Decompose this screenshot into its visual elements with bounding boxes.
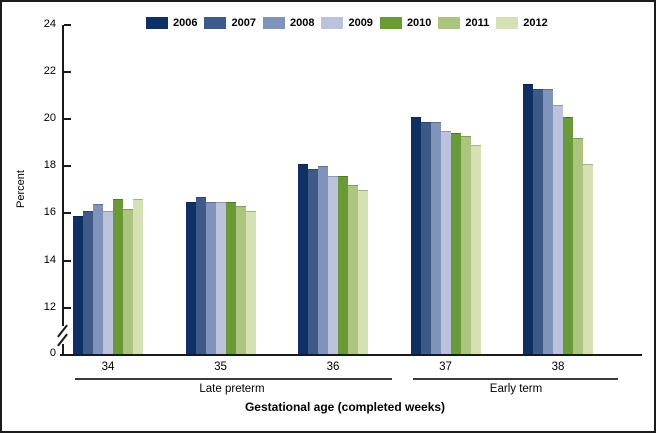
legend-swatch-2011 (438, 17, 461, 29)
bar-2009-38 (553, 105, 563, 354)
legend-label: 2010 (406, 17, 432, 29)
bar-2008-36 (318, 166, 328, 354)
bar-2006-36 (298, 163, 308, 354)
legend-item-2012: 2012 (496, 17, 548, 29)
bar-2012-35 (245, 211, 256, 354)
bar-2007-34 (83, 211, 93, 354)
y-tick-12 (64, 306, 71, 309)
legend-label: 2006 (173, 17, 198, 29)
y-tick-24 (64, 24, 71, 26)
legend-swatch-2012 (496, 17, 519, 29)
legend-swatch-2006 (146, 17, 168, 29)
y-tick-label-12: 12 (43, 300, 56, 313)
bar-2011-34 (123, 208, 133, 354)
bar-2011-38 (573, 138, 583, 354)
bar-2010-37 (450, 133, 461, 354)
bar-2006-35 (185, 201, 196, 354)
bar-2006-38 (523, 83, 533, 354)
bar-2006-37 (410, 116, 421, 354)
x-tick-label-34: 34 (101, 361, 115, 373)
bar-2010-36 (338, 175, 348, 354)
y-tick-22 (64, 71, 71, 74)
y-tick-label-16: 16 (43, 206, 56, 219)
y-tick-20 (64, 118, 71, 121)
bar-2011-36 (348, 185, 358, 354)
x-axis-line (60, 354, 642, 356)
bar-2012-36 (358, 189, 368, 354)
bar-2011-35 (235, 206, 246, 354)
legend-label: 2009 (348, 17, 373, 29)
bar-2007-38 (533, 88, 543, 354)
bar-2007-37 (420, 121, 431, 354)
bar-2012-38 (583, 163, 593, 354)
bar-2007-36 (308, 168, 318, 354)
y-tick-label-14: 14 (43, 253, 56, 266)
bar-2008-35 (205, 201, 216, 354)
bar-2012-37 (470, 145, 481, 354)
x-tick-label-35: 35 (214, 361, 227, 373)
group-label-late-preterm: Late preterm (199, 383, 265, 395)
bar-2008-38 (543, 88, 553, 354)
x-tick-label-38: 38 (551, 361, 565, 373)
legend-swatch-2010 (379, 17, 402, 29)
x-axis-title: Gestational age (completed weeks) (244, 400, 446, 414)
legend-swatch-2009 (321, 17, 344, 29)
legend-label: 2007 (231, 17, 256, 29)
legend-label: 2011 (465, 17, 490, 29)
legend-swatch-2007 (204, 17, 227, 29)
bar-2010-35 (225, 201, 236, 354)
bar-2010-38 (563, 116, 573, 354)
legend-item-2010: 2010 (379, 17, 432, 29)
bar-2006-34 (73, 215, 83, 354)
bar-2009-37 (440, 130, 451, 354)
legend-item-2006: 2006 (146, 17, 197, 29)
y-tick-16 (64, 212, 71, 215)
legend-swatch-2008 (262, 17, 285, 29)
legend-item-2011: 2011 (438, 17, 489, 29)
bracket-line-early-term (413, 378, 618, 380)
legend-label: 2012 (523, 17, 548, 29)
group-label-early-term: Early term (489, 383, 543, 395)
axis-break-gap (60, 326, 66, 344)
y-tick-label-0: 0 (49, 347, 56, 359)
y-tick-18 (64, 165, 71, 168)
bar-2012-34 (133, 199, 143, 354)
bar-2009-34 (103, 211, 113, 354)
bar-2009-36 (328, 175, 338, 354)
y-tick-label-18: 18 (43, 159, 56, 172)
x-tick-label-36: 36 (326, 361, 340, 373)
bar-2011-37 (460, 135, 471, 354)
legend-label: 2008 (289, 17, 315, 29)
bar-2007-35 (195, 196, 206, 354)
legend-item-2009: 2009 (321, 17, 373, 29)
bar-2008-37 (430, 121, 441, 354)
legend-item-2007: 2007 (204, 17, 256, 29)
x-tick-label-37: 37 (439, 361, 452, 373)
legend-item-2008: 2008 (262, 17, 315, 29)
bar-2009-35 (215, 201, 226, 354)
y-tick-label-20: 20 (43, 112, 56, 125)
y-tick-label-24: 24 (43, 18, 56, 30)
legend: 2006 2007 2008 2009 2010 2011 2012 (146, 17, 548, 29)
y-tick-14 (64, 259, 71, 262)
bar-2010-34 (113, 199, 123, 354)
y-axis-line (62, 25, 64, 356)
bracket-line-late-preterm (75, 378, 392, 380)
y-tick-label-22: 22 (43, 65, 56, 78)
bar-2008-34 (93, 203, 103, 354)
